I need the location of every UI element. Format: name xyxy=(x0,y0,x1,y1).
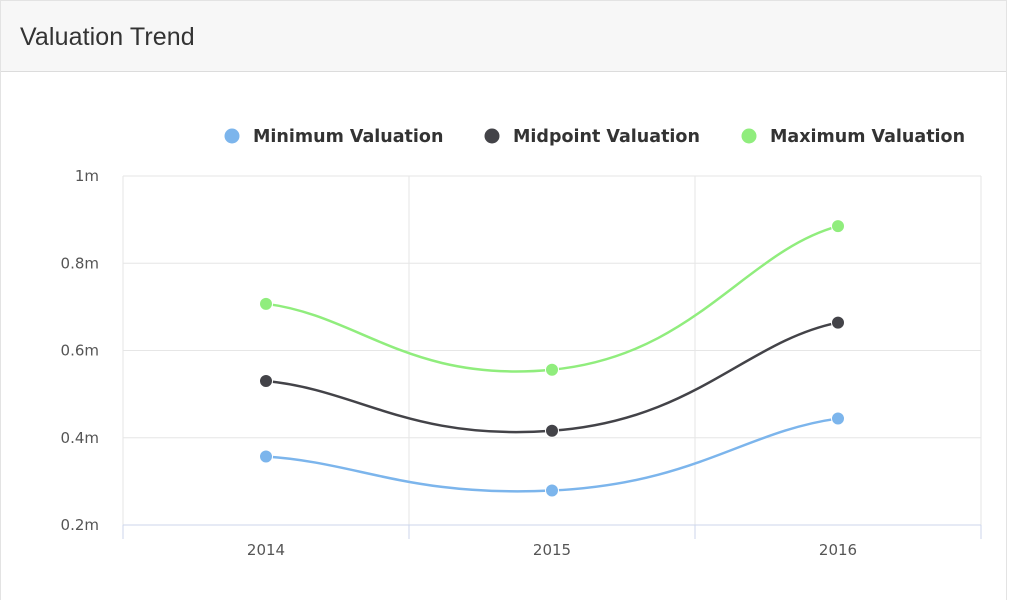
x-tick-label: 2015 xyxy=(533,541,571,559)
panel-title: Valuation Trend xyxy=(20,23,195,51)
series-line xyxy=(265,321,839,434)
legend-label: Minimum Valuation xyxy=(253,127,443,147)
chart-area: 0.2m 0.4m 0.6m 0.8m 1m 2014 2015 2016 Minimum Va… xyxy=(1,73,1008,601)
data-point xyxy=(545,423,559,438)
x-tick-label: 2016 xyxy=(819,541,857,559)
y-tick-label: 0.8m xyxy=(61,254,99,272)
legend-label: Midpoint Valuation xyxy=(513,127,700,147)
data-point xyxy=(259,296,273,311)
data-point xyxy=(545,483,559,498)
legend-marker xyxy=(484,128,500,144)
y-tick-label: 1m xyxy=(75,167,99,185)
legend-marker xyxy=(224,128,240,144)
valuation-line-chart: 0.2m 0.4m 0.6m 0.8m 1m 2014 2015 2016 Minimum Va… xyxy=(61,127,982,559)
y-tick-label: 0.6m xyxy=(61,342,99,360)
y-tick-label: 0.4m xyxy=(61,429,99,447)
data-point xyxy=(259,374,273,389)
y-tick-label: 0.2m xyxy=(61,516,99,534)
data-point xyxy=(831,219,845,234)
data-point xyxy=(831,315,845,330)
x-tick-label: 2014 xyxy=(247,541,285,559)
panel-header: Valuation Trend xyxy=(1,1,1006,72)
series-line xyxy=(265,224,839,373)
data-point xyxy=(831,411,845,426)
legend-marker xyxy=(741,128,757,144)
legend-label: Maximum Valuation xyxy=(770,127,965,147)
data-point xyxy=(259,449,273,464)
data-point xyxy=(545,362,559,377)
